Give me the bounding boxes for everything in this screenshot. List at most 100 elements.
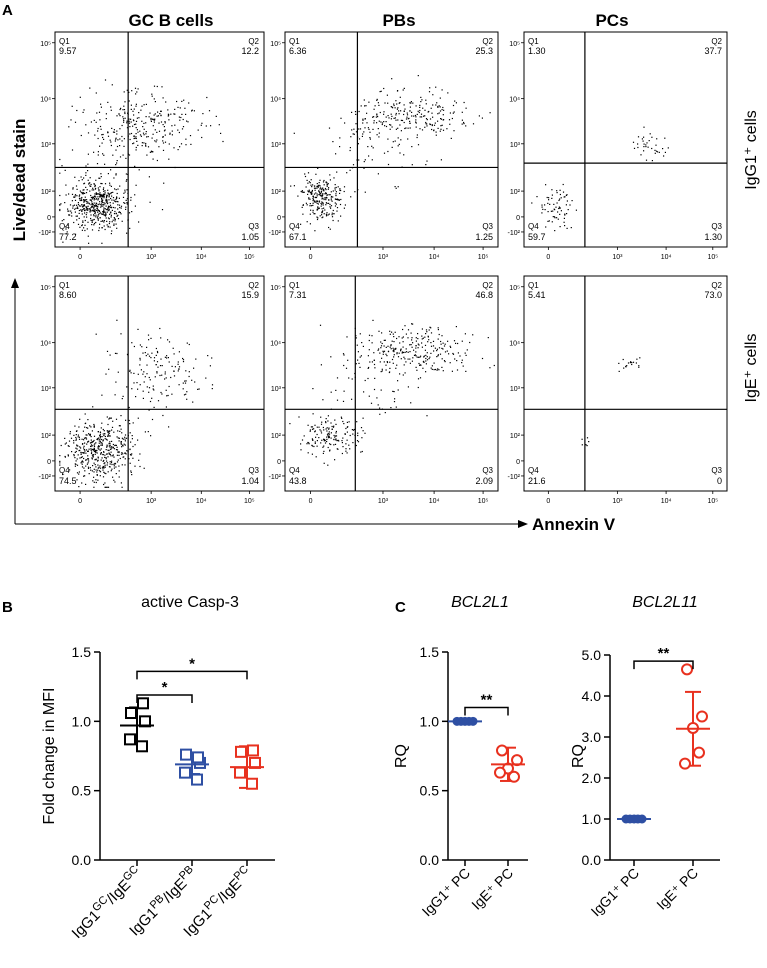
event-dot	[312, 198, 314, 200]
event-dot	[121, 398, 123, 400]
event-dot	[330, 191, 332, 193]
event-dot	[166, 395, 168, 397]
event-dot	[112, 191, 114, 193]
event-dot	[430, 367, 432, 369]
x-tick-label: 10³	[146, 498, 157, 505]
event-dot	[81, 438, 83, 440]
event-dot	[378, 120, 380, 122]
event-dot	[183, 394, 186, 396]
event-dot	[101, 198, 103, 200]
event-dot	[99, 465, 101, 467]
event-dot	[656, 151, 659, 153]
event-dot	[109, 226, 111, 228]
event-dot	[162, 149, 165, 151]
event-dot	[316, 209, 318, 211]
event-dot	[83, 182, 86, 184]
event-dot	[328, 431, 330, 433]
event-dot	[156, 372, 158, 374]
event-dot	[316, 195, 318, 197]
quadrant-value-q2: 37.7	[704, 46, 722, 56]
event-dot	[456, 369, 459, 371]
event-dot	[82, 193, 84, 195]
event-dot	[97, 479, 99, 481]
event-dot	[93, 119, 95, 121]
event-dot	[80, 453, 82, 455]
event-dot	[378, 348, 380, 350]
event-dot	[129, 227, 131, 229]
x-tick-label: 10⁴	[661, 498, 672, 505]
event-dot	[108, 194, 110, 196]
event-dot	[182, 118, 184, 121]
event-dot	[413, 354, 416, 356]
flow-plot-frame	[523, 275, 728, 492]
event-dot	[93, 435, 96, 437]
event-dot	[382, 353, 384, 355]
event-dot	[325, 428, 327, 430]
event-dot	[133, 372, 135, 374]
event-dot	[97, 196, 99, 198]
event-dot	[86, 216, 88, 218]
event-dot	[442, 129, 445, 131]
event-dot	[395, 128, 397, 130]
quadrant-value-q4: 59.7	[528, 232, 546, 242]
event-dot	[73, 454, 75, 456]
event-dot	[438, 112, 440, 114]
event-dot	[141, 142, 143, 144]
event-dot	[320, 423, 323, 425]
event-dot	[312, 199, 315, 201]
event-dot	[116, 162, 118, 164]
event-dot	[184, 380, 186, 382]
event-dot	[95, 179, 97, 181]
event-dot	[153, 114, 155, 116]
event-dot	[309, 205, 311, 207]
event-dot	[134, 465, 136, 467]
data-point	[179, 766, 191, 779]
event-dot	[116, 200, 118, 203]
y-tick-label: 3.0	[582, 729, 602, 745]
event-dot	[78, 450, 80, 452]
event-dot	[112, 476, 114, 478]
event-dot	[381, 123, 383, 126]
event-dot	[67, 445, 69, 447]
event-dot	[83, 205, 85, 207]
event-dot	[115, 201, 117, 203]
event-dot	[351, 111, 353, 113]
event-dot	[415, 345, 417, 347]
event-dot	[306, 204, 308, 206]
event-dot	[89, 177, 91, 179]
event-dot	[139, 465, 141, 468]
event-dot	[119, 156, 122, 158]
event-dot	[472, 334, 474, 336]
event-dot	[74, 208, 76, 210]
event-dot	[377, 349, 379, 351]
event-dot	[379, 413, 381, 415]
quadrant-value-q1: 8.60	[59, 290, 77, 300]
event-dot	[428, 91, 431, 93]
event-dot	[346, 421, 348, 423]
y-tick-label: -10²	[508, 230, 521, 237]
event-dot	[167, 394, 169, 397]
event-dot	[74, 196, 76, 198]
event-dot	[316, 440, 318, 442]
event-dot	[106, 445, 108, 447]
event-dot	[114, 218, 116, 220]
event-dot	[658, 151, 660, 153]
event-dot	[405, 118, 408, 120]
event-dot	[352, 433, 354, 435]
event-dot	[566, 213, 568, 215]
event-dot	[127, 192, 129, 194]
event-dot	[441, 366, 443, 368]
event-dot	[444, 343, 446, 345]
event-dot	[318, 184, 320, 186]
event-dot	[102, 194, 104, 196]
event-dot	[122, 438, 124, 440]
event-dot	[312, 439, 314, 441]
event-dot	[418, 111, 420, 114]
event-dot	[91, 457, 93, 459]
event-dot	[188, 102, 190, 104]
event-dot	[107, 471, 109, 473]
event-dot	[364, 118, 366, 120]
event-dot	[381, 357, 383, 359]
event-dot	[99, 475, 101, 477]
event-dot	[81, 229, 83, 231]
